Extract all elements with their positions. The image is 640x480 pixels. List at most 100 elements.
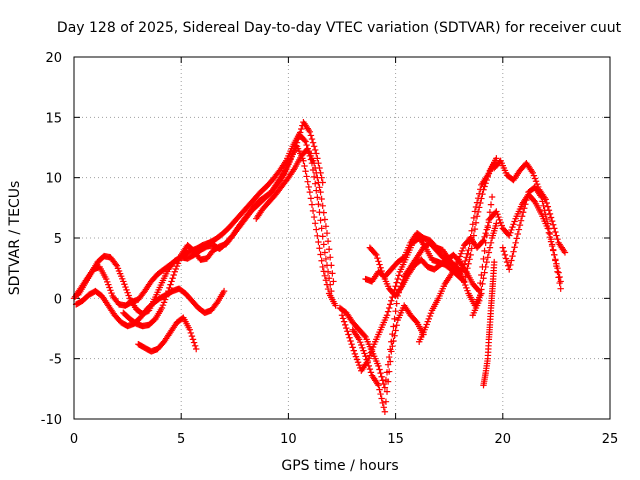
y-tick-label: 20	[45, 51, 62, 66]
data-point	[213, 300, 220, 307]
data-point	[385, 353, 393, 361]
data-point	[468, 245, 475, 252]
data-point	[547, 236, 555, 243]
data-point	[322, 255, 330, 263]
data-point	[496, 216, 503, 224]
data-point	[481, 247, 488, 255]
data-point	[465, 246, 472, 254]
data-point	[318, 225, 325, 232]
data-point	[383, 312, 391, 319]
data-point	[346, 334, 353, 341]
data-point	[377, 390, 384, 398]
data-point	[478, 271, 485, 279]
data-point	[561, 249, 569, 256]
data-point	[530, 172, 538, 179]
data-point	[507, 261, 514, 269]
data-point	[424, 318, 431, 325]
data-point	[463, 284, 470, 292]
data-point	[425, 315, 433, 323]
data-point	[471, 225, 479, 233]
data-point	[166, 284, 173, 292]
data-point	[548, 217, 556, 225]
data-point	[165, 287, 172, 295]
data-point	[455, 256, 463, 263]
data-point	[106, 284, 113, 291]
data-point	[325, 275, 333, 282]
data-point	[298, 125, 305, 133]
data-point	[296, 129, 304, 136]
data-point	[364, 359, 371, 366]
data-point	[374, 254, 381, 262]
data-point	[186, 326, 193, 333]
data-point	[483, 258, 490, 266]
data-point	[391, 315, 398, 323]
data-point	[467, 251, 474, 259]
data-point	[360, 347, 367, 354]
data-point	[540, 202, 547, 210]
data-point	[497, 219, 504, 226]
y-tick-label: -10	[41, 413, 62, 428]
data-point	[461, 279, 468, 286]
data-point	[308, 201, 316, 208]
data-point	[493, 155, 500, 162]
data-point	[524, 192, 531, 200]
series-arc-15	[469, 220, 500, 319]
data-point	[503, 258, 511, 266]
data-point	[491, 258, 498, 266]
data-point	[547, 214, 555, 221]
data-point	[476, 297, 483, 304]
data-point	[554, 268, 561, 275]
data-point	[385, 368, 393, 375]
data-point	[543, 199, 550, 207]
data-point	[328, 262, 335, 269]
data-point	[220, 287, 228, 295]
data-point	[546, 210, 554, 218]
data-point	[379, 399, 386, 407]
data-point	[380, 380, 388, 388]
data-point	[458, 273, 466, 280]
data-point	[509, 223, 516, 231]
data-point	[376, 386, 383, 393]
data-point	[375, 258, 382, 265]
data-point	[314, 155, 321, 162]
data-point	[501, 251, 509, 259]
data-point	[312, 164, 319, 172]
data-point	[517, 217, 525, 224]
data-point	[378, 395, 385, 402]
data-point	[306, 188, 314, 196]
data-point	[393, 322, 400, 329]
data-point	[399, 254, 407, 262]
data-point	[107, 287, 114, 294]
data-point	[480, 255, 487, 263]
data-point	[476, 190, 483, 197]
data-point	[323, 229, 331, 237]
data-point	[125, 292, 132, 299]
data-point	[515, 226, 523, 233]
data-point	[325, 246, 333, 253]
data-point	[321, 216, 329, 223]
data-point	[485, 219, 493, 226]
x-tick-label: 25	[602, 432, 619, 447]
data-point	[485, 249, 493, 256]
data-point	[173, 262, 181, 270]
data-point	[494, 211, 501, 218]
data-point	[552, 228, 559, 236]
data-point	[162, 293, 170, 300]
data-point	[519, 209, 527, 216]
series-arc-14	[499, 184, 564, 292]
data-point	[322, 277, 330, 284]
data-point	[390, 337, 397, 345]
data-point	[340, 318, 348, 325]
series-arc-8	[336, 159, 498, 391]
data-point	[459, 244, 467, 252]
data-point	[377, 369, 384, 377]
data-point	[486, 209, 494, 216]
data-point	[426, 312, 434, 320]
y-tick-label: 5	[54, 232, 62, 247]
data-point	[376, 366, 383, 373]
data-point	[302, 168, 309, 175]
data-point	[388, 297, 395, 304]
data-point	[463, 254, 470, 261]
data-point	[381, 408, 389, 415]
